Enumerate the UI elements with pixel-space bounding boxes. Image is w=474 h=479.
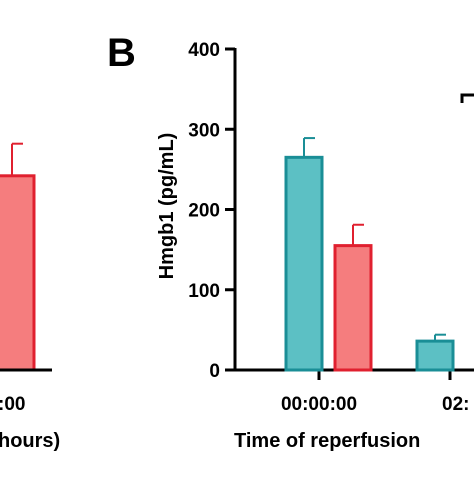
y-tick-label: 200 xyxy=(188,201,220,222)
bar xyxy=(333,244,373,372)
bar xyxy=(284,155,324,372)
x-axis-label: Time of reperfusion xyxy=(234,430,420,452)
axis-labels: Hmgb1 (pg/mL) Time of reperfusion xyxy=(156,133,420,452)
y-axis-label: Hmgb1 (pg/mL) xyxy=(156,133,178,280)
x-tick-label: 02: xyxy=(442,394,469,415)
y-tick-label: 400 xyxy=(188,40,220,61)
y-tick-label: 100 xyxy=(188,281,220,302)
y-tick-label: 0 xyxy=(209,361,220,382)
y-tick-label: 300 xyxy=(188,120,220,141)
left-panel-fragment: :00 hours) xyxy=(0,142,60,452)
bar xyxy=(415,339,455,372)
bars xyxy=(284,137,455,372)
panel-letter: B xyxy=(107,31,136,75)
x-tick-label: :00 xyxy=(0,394,25,415)
x-tick-label: 00:00:00 xyxy=(281,394,357,415)
x-axis-label: hours) xyxy=(0,430,60,452)
bar xyxy=(0,174,36,372)
significance-bracket xyxy=(460,93,474,103)
